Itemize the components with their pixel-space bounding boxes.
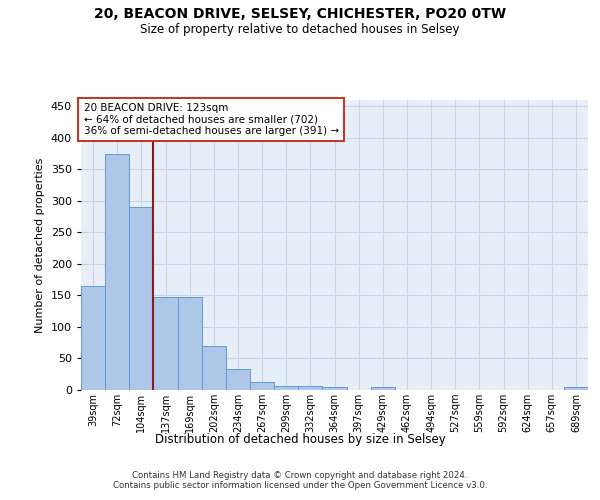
Bar [81, 286, 105, 390]
Bar [371, 388, 395, 390]
Bar [298, 386, 322, 390]
Bar [564, 388, 588, 390]
Bar [129, 207, 154, 390]
Text: Contains HM Land Registry data © Crown copyright and database right 2024.
Contai: Contains HM Land Registry data © Crown c… [113, 470, 487, 490]
Bar [322, 388, 347, 390]
Text: Distribution of detached houses by size in Selsey: Distribution of detached houses by size … [155, 432, 445, 446]
Text: 20 BEACON DRIVE: 123sqm
← 64% of detached houses are smaller (702)
36% of semi-d: 20 BEACON DRIVE: 123sqm ← 64% of detache… [83, 103, 338, 136]
Bar [154, 296, 178, 390]
Y-axis label: Number of detached properties: Number of detached properties [35, 158, 45, 332]
Bar [105, 154, 129, 390]
Bar [250, 382, 274, 390]
Bar [202, 346, 226, 390]
Bar [226, 369, 250, 390]
Bar [178, 296, 202, 390]
Bar [274, 386, 298, 390]
Text: Size of property relative to detached houses in Selsey: Size of property relative to detached ho… [140, 22, 460, 36]
Text: 20, BEACON DRIVE, SELSEY, CHICHESTER, PO20 0TW: 20, BEACON DRIVE, SELSEY, CHICHESTER, PO… [94, 8, 506, 22]
